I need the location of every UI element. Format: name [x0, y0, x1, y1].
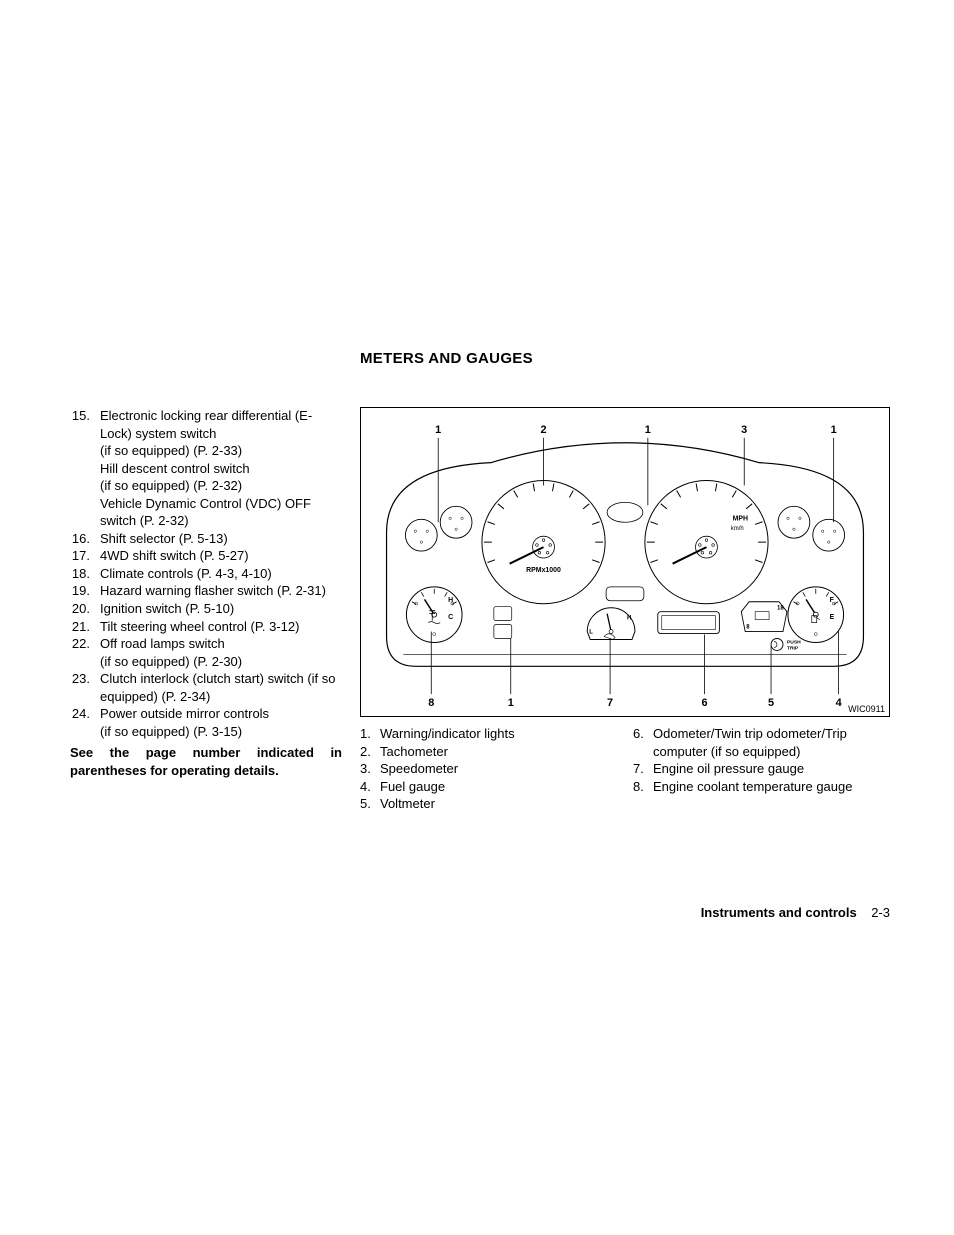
item-number: 20.: [70, 600, 100, 618]
svg-text:H: H: [448, 597, 453, 604]
legend-number: 2.: [360, 743, 380, 761]
svg-text:4: 4: [836, 697, 842, 709]
svg-text:E: E: [830, 614, 835, 621]
svg-text:C: C: [448, 614, 453, 621]
legend-text: Fuel gauge: [380, 778, 615, 796]
legend-item: 5.Voltmeter: [360, 795, 615, 813]
svg-text:7: 7: [607, 697, 613, 709]
legend-number: 3.: [360, 760, 380, 778]
item-number: 18.: [70, 565, 100, 583]
section-heading: METERS AND GAUGES: [360, 350, 890, 367]
legend-item: 4.Fuel gauge: [360, 778, 615, 796]
svg-text:8: 8: [428, 697, 434, 709]
legend-text: Engine oil pressure gauge: [653, 760, 888, 778]
svg-text:F: F: [830, 597, 834, 604]
svg-text:5: 5: [768, 697, 774, 709]
left-list: 15.Electronic locking rear differential …: [70, 407, 342, 813]
legend-number: 7.: [633, 760, 653, 778]
legend-text: Voltmeter: [380, 795, 615, 813]
diagram-code: WIC0911: [848, 704, 885, 714]
legend-item: 7.Engine oil pressure gauge: [633, 760, 888, 778]
svg-text:3: 3: [741, 424, 747, 436]
svg-text:1: 1: [508, 697, 514, 709]
list-item: 16.Shift selector (P. 5-13): [70, 530, 342, 548]
item-number: 15.: [70, 407, 100, 530]
svg-text:km/h: km/h: [731, 526, 744, 532]
svg-text:PUSH: PUSH: [787, 639, 801, 645]
item-text: Clutch interlock (clutch start) switch (…: [100, 670, 342, 705]
svg-text:MPH: MPH: [733, 516, 748, 523]
item-number: 23.: [70, 670, 100, 705]
list-item: 19.Hazard warning flasher switch (P. 2-3…: [70, 582, 342, 600]
legend-item: 1.Warning/indicator lights: [360, 725, 615, 743]
list-item: 18.Climate controls (P. 4-3, 4-10): [70, 565, 342, 583]
svg-text:L: L: [589, 630, 593, 636]
legend-number: 6.: [633, 725, 653, 760]
item-text: Hazard warning flasher switch (P. 2-31): [100, 582, 342, 600]
item-text: Tilt steering wheel control (P. 3-12): [100, 618, 342, 636]
legend-number: 5.: [360, 795, 380, 813]
svg-text:RPMx1000: RPMx1000: [526, 567, 561, 574]
legend-number: 1.: [360, 725, 380, 743]
svg-text:2: 2: [540, 424, 546, 436]
item-number: 17.: [70, 547, 100, 565]
item-number: 19.: [70, 582, 100, 600]
list-item: 21.Tilt steering wheel control (P. 3-12): [70, 618, 342, 636]
item-text: Ignition switch (P. 5-10): [100, 600, 342, 618]
legend-text: Speedometer: [380, 760, 615, 778]
item-text: 4WD shift switch (P. 5-27): [100, 547, 342, 565]
item-text: Climate controls (P. 4-3, 4-10): [100, 565, 342, 583]
svg-text:1: 1: [831, 424, 837, 436]
list-item: 15.Electronic locking rear differential …: [70, 407, 342, 530]
svg-text:6: 6: [701, 697, 707, 709]
list-item: 24.Power outside mirror controls(if so e…: [70, 705, 342, 740]
footer-page: 2-3: [871, 905, 890, 920]
list-item: 20.Ignition switch (P. 5-10): [70, 600, 342, 618]
page-footer: Instruments and controls 2-3: [701, 905, 890, 920]
gauge-diagram: RPMx1000MPHkm/hHCFEHL188PUSHTRIP12131817…: [360, 407, 890, 717]
legend-number: 8.: [633, 778, 653, 796]
svg-text:1: 1: [435, 424, 441, 436]
list-item: 23.Clutch interlock (clutch start) switc…: [70, 670, 342, 705]
item-text: Off road lamps switch(if so equipped) (P…: [100, 635, 342, 670]
item-text: Electronic locking rear differential (E-…: [100, 407, 342, 530]
legend-number: 4.: [360, 778, 380, 796]
legend-text: Warning/indicator lights: [380, 725, 615, 743]
item-number: 21.: [70, 618, 100, 636]
svg-text:18: 18: [777, 606, 784, 612]
legend-item: 6.Odometer/Twin trip odometer/Trip compu…: [633, 725, 888, 760]
svg-text:TRIP: TRIP: [787, 645, 799, 651]
legend-item: 8.Engine coolant temperature gauge: [633, 778, 888, 796]
legend-item: 2.Tachometer: [360, 743, 615, 761]
item-number: 24.: [70, 705, 100, 740]
footer-section: Instruments and controls: [701, 905, 857, 920]
legend-left: 1.Warning/indicator lights2.Tachometer3.…: [360, 725, 615, 813]
item-number: 22.: [70, 635, 100, 670]
svg-text:1: 1: [645, 424, 651, 436]
item-text: Power outside mirror controls(if so equi…: [100, 705, 342, 740]
legend-text: Engine coolant temperature gauge: [653, 778, 888, 796]
legend-right: 6.Odometer/Twin trip odometer/Trip compu…: [633, 725, 888, 813]
legend-text: Odometer/Twin trip odometer/Trip compute…: [653, 725, 888, 760]
item-number: 16.: [70, 530, 100, 548]
left-note: See the page number indicated in parenth…: [70, 744, 342, 779]
svg-text:H: H: [627, 616, 631, 622]
legend-item: 3.Speedometer: [360, 760, 615, 778]
svg-text:8: 8: [746, 625, 750, 631]
legend-text: Tachometer: [380, 743, 615, 761]
item-text: Shift selector (P. 5-13): [100, 530, 342, 548]
list-item: 17.4WD shift switch (P. 5-27): [70, 547, 342, 565]
list-item: 22.Off road lamps switch(if so equipped)…: [70, 635, 342, 670]
